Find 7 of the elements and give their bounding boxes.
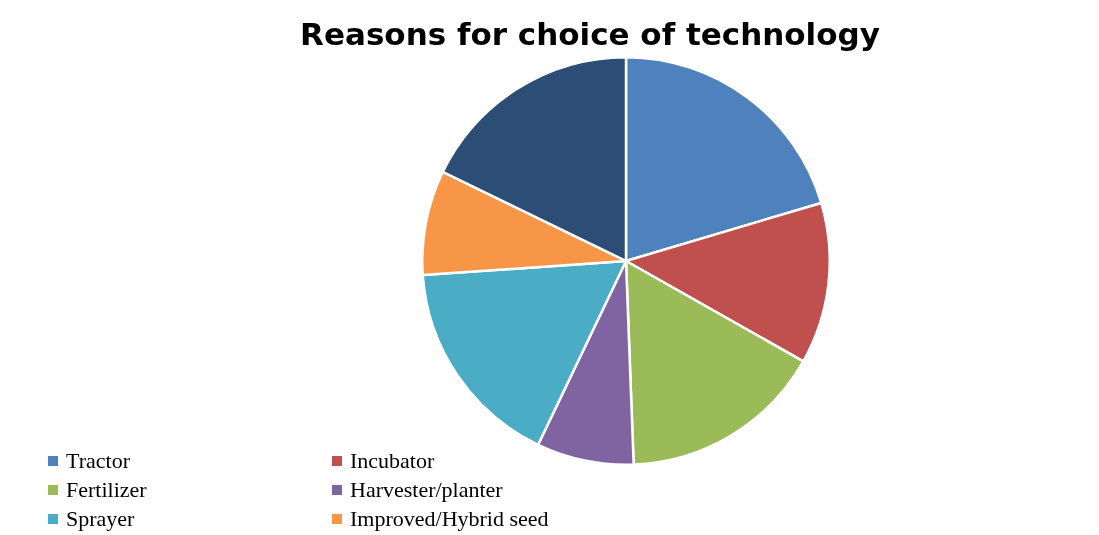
legend-label: Improved/Hybrid seed xyxy=(350,505,549,533)
legend-label: Tractor xyxy=(66,447,130,475)
legend-label: Incubator xyxy=(350,447,435,475)
chart-title: Reasons for choice of technology xyxy=(299,16,881,52)
legend-label: Harvester/planter xyxy=(350,476,503,504)
legend-label: Sprayer xyxy=(66,505,135,533)
legend-label: Fertilizer xyxy=(66,476,147,504)
